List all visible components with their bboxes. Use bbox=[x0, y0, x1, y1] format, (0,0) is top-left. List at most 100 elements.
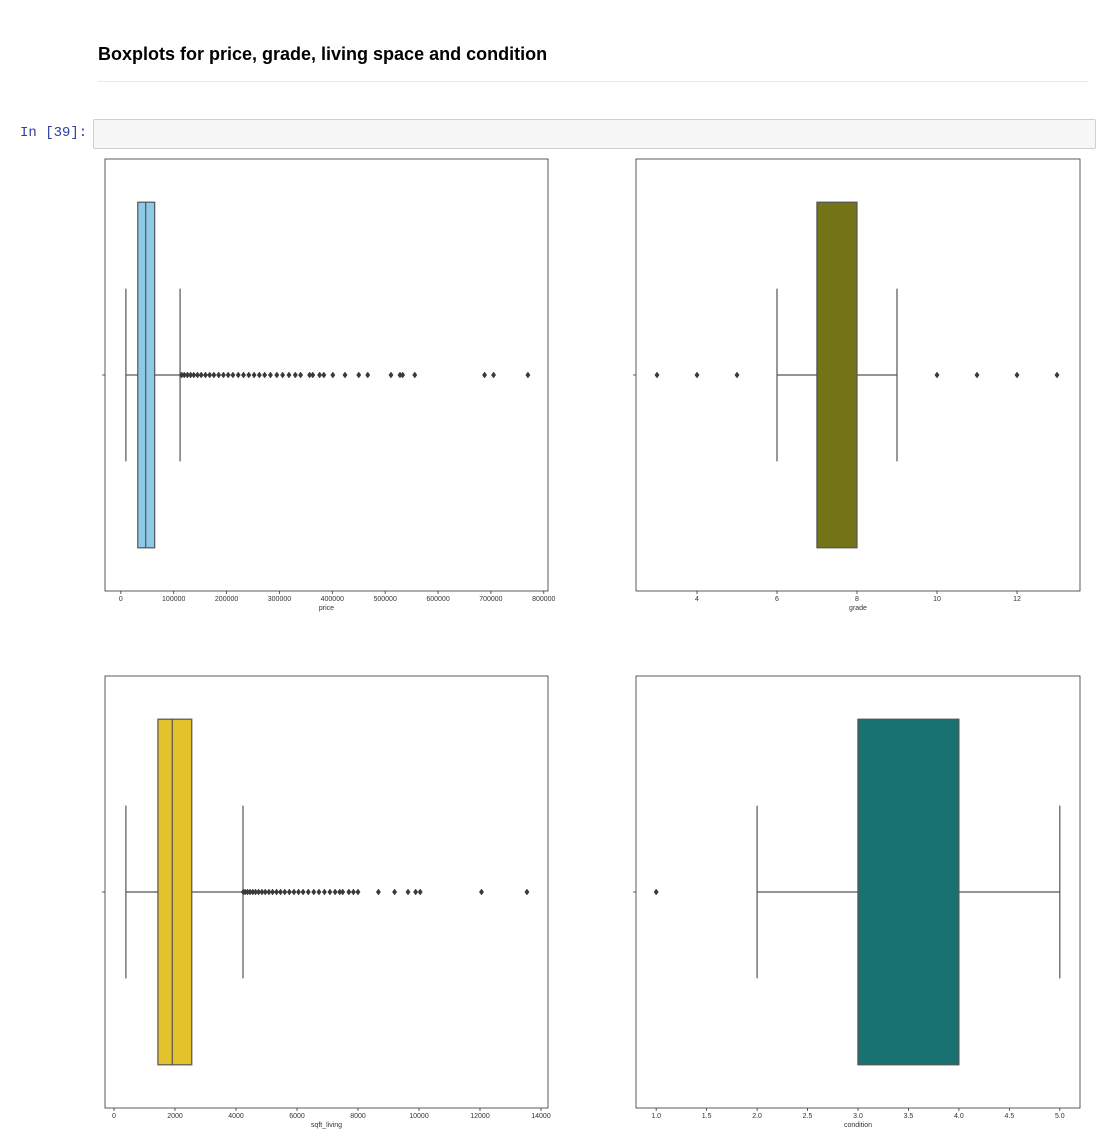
x-tick-label: 12 bbox=[1013, 596, 1021, 603]
outlier bbox=[286, 888, 292, 896]
outlier bbox=[342, 371, 348, 379]
outlier bbox=[225, 371, 231, 379]
x-tick-label: 8 bbox=[855, 596, 859, 603]
outlier bbox=[211, 371, 217, 379]
x-axis-label: condition bbox=[844, 1122, 872, 1129]
x-tick-label: 800000 bbox=[532, 596, 555, 603]
outlier bbox=[1054, 371, 1060, 379]
outlier bbox=[298, 371, 304, 379]
outlier bbox=[274, 371, 280, 379]
x-tick-label: 4 bbox=[695, 596, 699, 603]
outlier bbox=[405, 888, 411, 896]
outlier bbox=[311, 888, 317, 896]
box bbox=[857, 718, 960, 1066]
outlier bbox=[491, 371, 497, 379]
outlier bbox=[392, 888, 398, 896]
outlier bbox=[305, 888, 311, 896]
outlier bbox=[479, 888, 485, 896]
x-tick-label: 1.5 bbox=[702, 1113, 712, 1120]
outlier bbox=[375, 888, 381, 896]
outlier bbox=[321, 888, 327, 896]
outlier bbox=[310, 371, 316, 379]
outlier bbox=[1014, 371, 1020, 379]
divider bbox=[98, 81, 1088, 82]
outlier bbox=[340, 888, 346, 896]
x-tick-label: 10000 bbox=[409, 1113, 429, 1120]
outlier bbox=[653, 888, 659, 896]
x-tick-label: 3.0 bbox=[853, 1113, 863, 1120]
x-axis-label: sqft_living bbox=[311, 1122, 342, 1129]
outlier bbox=[413, 888, 419, 896]
x-tick-label: 500000 bbox=[373, 596, 396, 603]
outlier bbox=[974, 371, 980, 379]
outlier bbox=[202, 371, 208, 379]
outlier bbox=[350, 888, 356, 896]
x-tick-label: 12000 bbox=[470, 1113, 490, 1120]
outlier bbox=[246, 371, 252, 379]
outlier bbox=[267, 371, 273, 379]
outlier bbox=[235, 371, 241, 379]
outlier bbox=[525, 371, 531, 379]
x-tick-label: 2000 bbox=[167, 1113, 183, 1120]
outlier bbox=[300, 888, 306, 896]
outlier bbox=[332, 888, 338, 896]
outlier bbox=[388, 371, 394, 379]
section-heading: Boxplots for price, grade, living space … bbox=[98, 44, 548, 64]
x-tick-label: 4000 bbox=[228, 1113, 244, 1120]
x-tick-label: 14000 bbox=[531, 1113, 551, 1120]
x-tick-label: 6 bbox=[775, 596, 779, 603]
outlier bbox=[365, 371, 371, 379]
x-tick-label: 1.0 bbox=[651, 1113, 661, 1120]
outlier bbox=[356, 371, 362, 379]
x-axis-label: price bbox=[319, 605, 334, 612]
outlier bbox=[482, 371, 488, 379]
x-tick-label: 2.0 bbox=[752, 1113, 762, 1120]
outlier bbox=[292, 371, 298, 379]
outlier bbox=[220, 371, 226, 379]
outlier bbox=[327, 888, 333, 896]
outlier bbox=[412, 371, 418, 379]
x-tick-label: 700000 bbox=[479, 596, 502, 603]
outlier bbox=[216, 371, 222, 379]
outlier bbox=[256, 371, 262, 379]
outlier bbox=[280, 371, 286, 379]
x-tick-label: 4.0 bbox=[954, 1113, 964, 1120]
code-cell[interactable] bbox=[93, 119, 1096, 149]
outlier bbox=[330, 371, 336, 379]
x-tick-label: 10 bbox=[933, 596, 941, 603]
x-tick-label: 8000 bbox=[350, 1113, 366, 1120]
outlier bbox=[417, 888, 423, 896]
box bbox=[157, 718, 193, 1066]
outlier bbox=[321, 371, 327, 379]
outlier bbox=[734, 371, 740, 379]
outlier bbox=[278, 888, 284, 896]
outlier bbox=[240, 371, 247, 379]
x-tick-label: 2.5 bbox=[803, 1113, 813, 1120]
outlier bbox=[934, 371, 940, 379]
box bbox=[816, 201, 858, 549]
outlier bbox=[291, 888, 297, 896]
outlier bbox=[282, 888, 288, 896]
x-tick-label: 400000 bbox=[321, 596, 344, 603]
outlier bbox=[296, 888, 302, 896]
outlier bbox=[286, 371, 292, 379]
outlier bbox=[198, 371, 204, 379]
outlier bbox=[346, 888, 352, 896]
outlier bbox=[207, 371, 213, 379]
x-tick-label: 3.5 bbox=[904, 1113, 914, 1120]
x-tick-label: 0 bbox=[119, 596, 123, 603]
outlier bbox=[316, 888, 322, 896]
outlier bbox=[262, 371, 268, 379]
x-tick-label: 200000 bbox=[215, 596, 238, 603]
x-axis-label: grade bbox=[849, 605, 867, 612]
outlier bbox=[317, 371, 323, 379]
outlier bbox=[230, 371, 236, 379]
x-tick-label: 100000 bbox=[162, 596, 185, 603]
outlier bbox=[355, 888, 361, 896]
x-tick-label: 4.5 bbox=[1004, 1113, 1014, 1120]
x-tick-label: 6000 bbox=[289, 1113, 305, 1120]
outlier bbox=[524, 888, 530, 896]
x-tick-label: 5.0 bbox=[1055, 1113, 1065, 1120]
